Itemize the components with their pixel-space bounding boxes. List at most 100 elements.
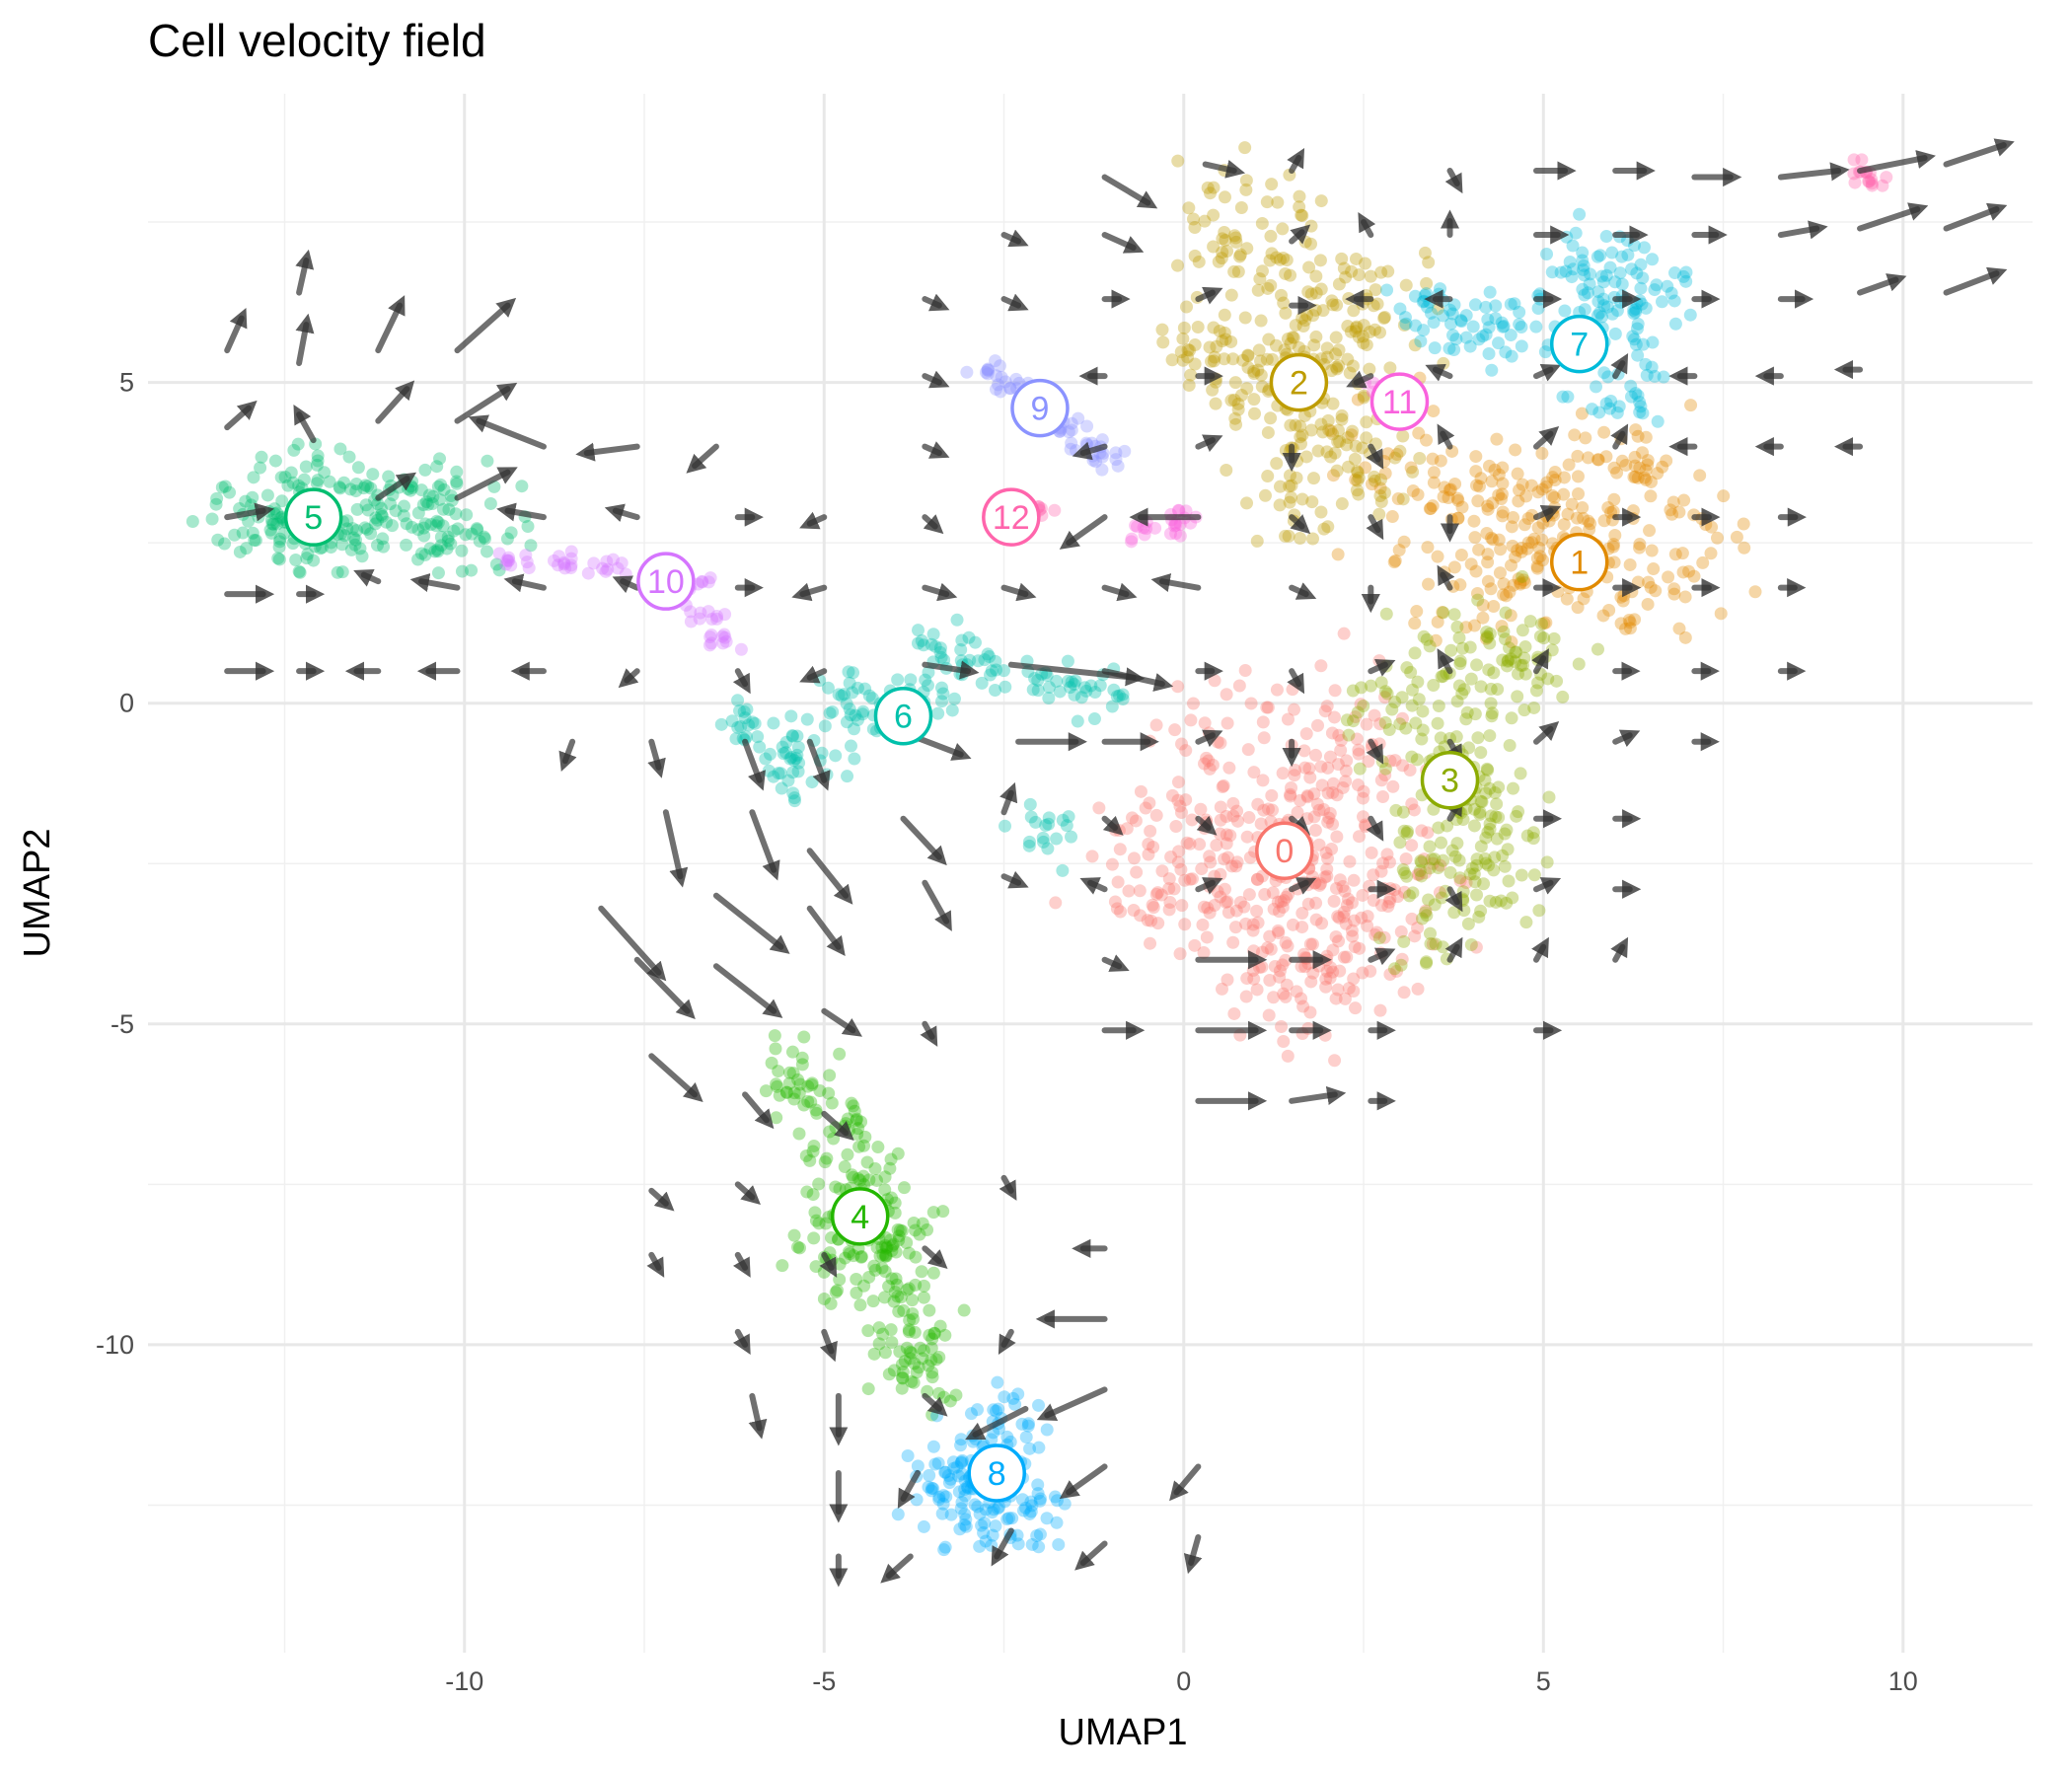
cell-point [746, 715, 760, 729]
x-tick-label: 0 [1176, 1666, 1191, 1696]
cell-point [1577, 592, 1591, 606]
cell-point [1270, 251, 1284, 264]
cell-point [1395, 711, 1409, 725]
cell-point [911, 1459, 925, 1473]
cell-point [784, 750, 798, 764]
cell-point [932, 1490, 946, 1504]
cell-point [1495, 492, 1509, 506]
cell-point [1242, 811, 1256, 825]
cell-point [1276, 958, 1290, 972]
cell-point [1200, 751, 1214, 765]
cell-point [1345, 264, 1359, 278]
cell-point [1506, 891, 1519, 905]
cell-point [333, 481, 347, 495]
cluster-label-text: 6 [894, 699, 913, 736]
cell-point [1427, 476, 1441, 489]
cell-point [1266, 803, 1280, 817]
cell-point [1481, 630, 1495, 644]
cell-point [1577, 262, 1591, 276]
cell-point [930, 1409, 944, 1423]
cell-point [1548, 465, 1562, 479]
cell-point [1353, 941, 1367, 955]
cell-point [1277, 987, 1291, 1000]
cell-point [1578, 288, 1591, 302]
cell-point [1415, 869, 1429, 883]
cell-point [1348, 914, 1362, 927]
cell-point [1584, 267, 1597, 281]
cell-point [1330, 830, 1344, 844]
cell-point [368, 517, 382, 531]
cell-point [1236, 353, 1250, 367]
cell-point [791, 1240, 805, 1254]
cell-point [878, 1291, 892, 1304]
cell-point [1311, 718, 1325, 732]
cell-point [273, 532, 287, 546]
cluster-label-1: 1 [1549, 532, 1609, 592]
cell-point [1180, 300, 1194, 314]
cell-point [861, 1382, 875, 1396]
cell-point [1426, 937, 1440, 951]
cell-point [865, 692, 879, 705]
cell-point [1557, 518, 1571, 532]
cell-point [1629, 423, 1643, 437]
cell-point [1220, 810, 1233, 824]
cell-point [1425, 852, 1439, 866]
cell-point [1155, 323, 1169, 336]
cell-point [915, 633, 928, 647]
cell-point [1644, 489, 1658, 503]
cell-point [455, 544, 469, 557]
cell-point [1399, 278, 1413, 292]
cell-point [1453, 871, 1467, 885]
cell-point [1485, 706, 1499, 720]
velocity-arrow [922, 660, 980, 680]
cell-point [1231, 264, 1245, 278]
cell-point [1486, 533, 1500, 547]
cell-point [600, 555, 614, 568]
cell-point [264, 526, 278, 540]
cell-point [1704, 547, 1718, 560]
cell-point [1496, 505, 1510, 519]
cell-point [1145, 914, 1158, 927]
cell-point [1459, 712, 1473, 726]
cell-point [1332, 277, 1346, 291]
cell-point [1351, 474, 1365, 487]
cell-point [1271, 895, 1285, 909]
cell-point [849, 708, 862, 722]
velocity-arrow [732, 1328, 751, 1355]
cell-point [844, 708, 857, 722]
cell-point [1360, 431, 1373, 445]
cell-point [772, 767, 785, 780]
cell-point [1373, 481, 1387, 495]
cell-point [1197, 945, 1211, 959]
cell-point [430, 543, 444, 556]
cell-point [1631, 471, 1645, 484]
cell-point [1667, 582, 1681, 596]
cell-point [1298, 761, 1312, 775]
cell-point [1595, 269, 1609, 283]
cell-point [684, 615, 698, 629]
cell-point [954, 1502, 968, 1516]
cell-point [1531, 521, 1545, 535]
cell-point [1357, 389, 1370, 403]
cell-point [935, 695, 949, 708]
cell-point [1485, 475, 1499, 488]
cell-point [806, 1188, 820, 1202]
cell-point [768, 1029, 781, 1043]
cell-point [1029, 815, 1043, 829]
cell-point [1289, 763, 1302, 777]
cell-point [1518, 667, 1532, 681]
cell-point [1595, 310, 1609, 324]
cell-point [473, 534, 486, 548]
cell-point [1239, 183, 1253, 196]
cell-point [902, 1282, 916, 1295]
cell-point [1274, 288, 1288, 302]
cell-point [1331, 435, 1345, 449]
cell-point [1428, 898, 1442, 912]
cell-point [1033, 1527, 1047, 1541]
cell-point [1229, 417, 1243, 431]
cell-point [1220, 463, 1233, 477]
cell-point [925, 1484, 938, 1498]
cell-point [856, 1169, 870, 1183]
velocity-arrow [1532, 877, 1562, 895]
cell-point [1207, 321, 1221, 334]
